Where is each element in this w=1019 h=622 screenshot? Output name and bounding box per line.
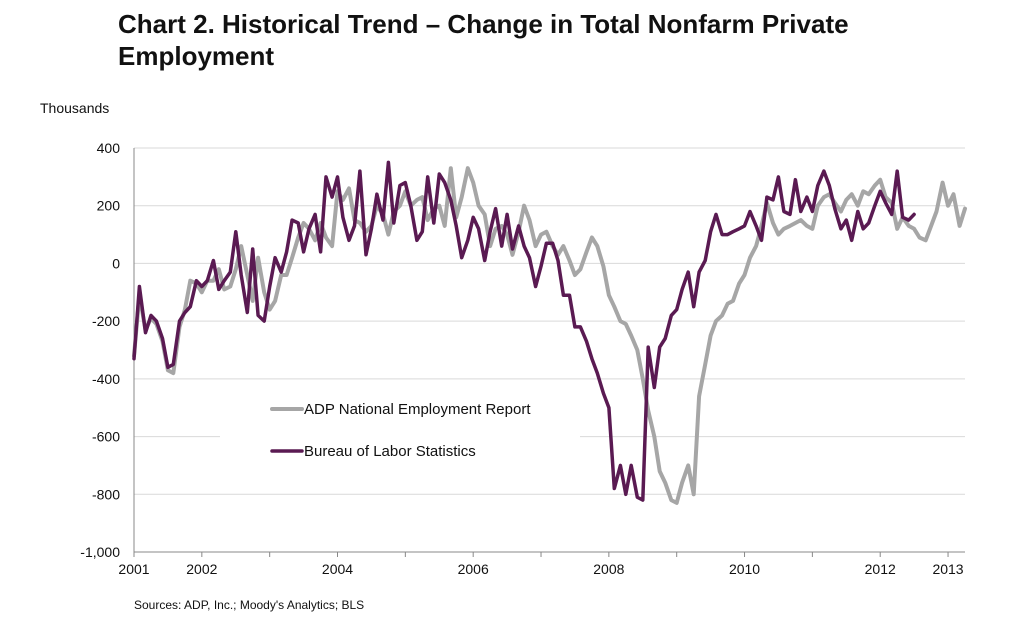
x-tick-label: 2013 [932,561,963,577]
legend-label-bls: Bureau of Labor Statistics [304,443,476,460]
y-tick-label: -800 [92,486,120,502]
series-line-bls [132,160,916,502]
y-tick-label: -200 [92,313,120,329]
legend: ADP National Employment Report Bureau of … [220,385,580,475]
y-tick-label: 200 [97,198,121,214]
source-note: Sources: ADP, Inc.; Moody's Analytics; B… [134,598,365,612]
y-tick-labels: 400 200 0 -200 -400 -600 -800 -1,000 [80,140,120,560]
x-tick-label: 2002 [186,561,217,577]
y-tick-label: -600 [92,429,120,445]
y-unit-label: Thousands [40,100,110,116]
y-tick-label: 400 [97,140,121,156]
x-tick-label: 2012 [865,561,896,577]
chart-title: Chart 2. Historical Trend – Change in To… [118,9,849,71]
x-tick-label: 2010 [729,561,760,577]
x-tick-label: 2008 [593,561,624,577]
x-tick-label: 2001 [118,561,149,577]
series-line-adp [132,166,967,505]
x-tick-label: 2006 [458,561,489,577]
series-lines [132,160,967,505]
y-tick-label: -1,000 [80,544,120,560]
legend-label-adp: ADP National Employment Report [304,401,531,418]
y-tick-label: -400 [92,371,120,387]
legend-background [220,385,580,475]
x-tick-label: 2004 [322,561,353,577]
y-tick-label: 0 [112,255,120,271]
x-tick-labels: 2001 2002 2004 2006 2008 2010 2012 2013 [118,561,963,577]
